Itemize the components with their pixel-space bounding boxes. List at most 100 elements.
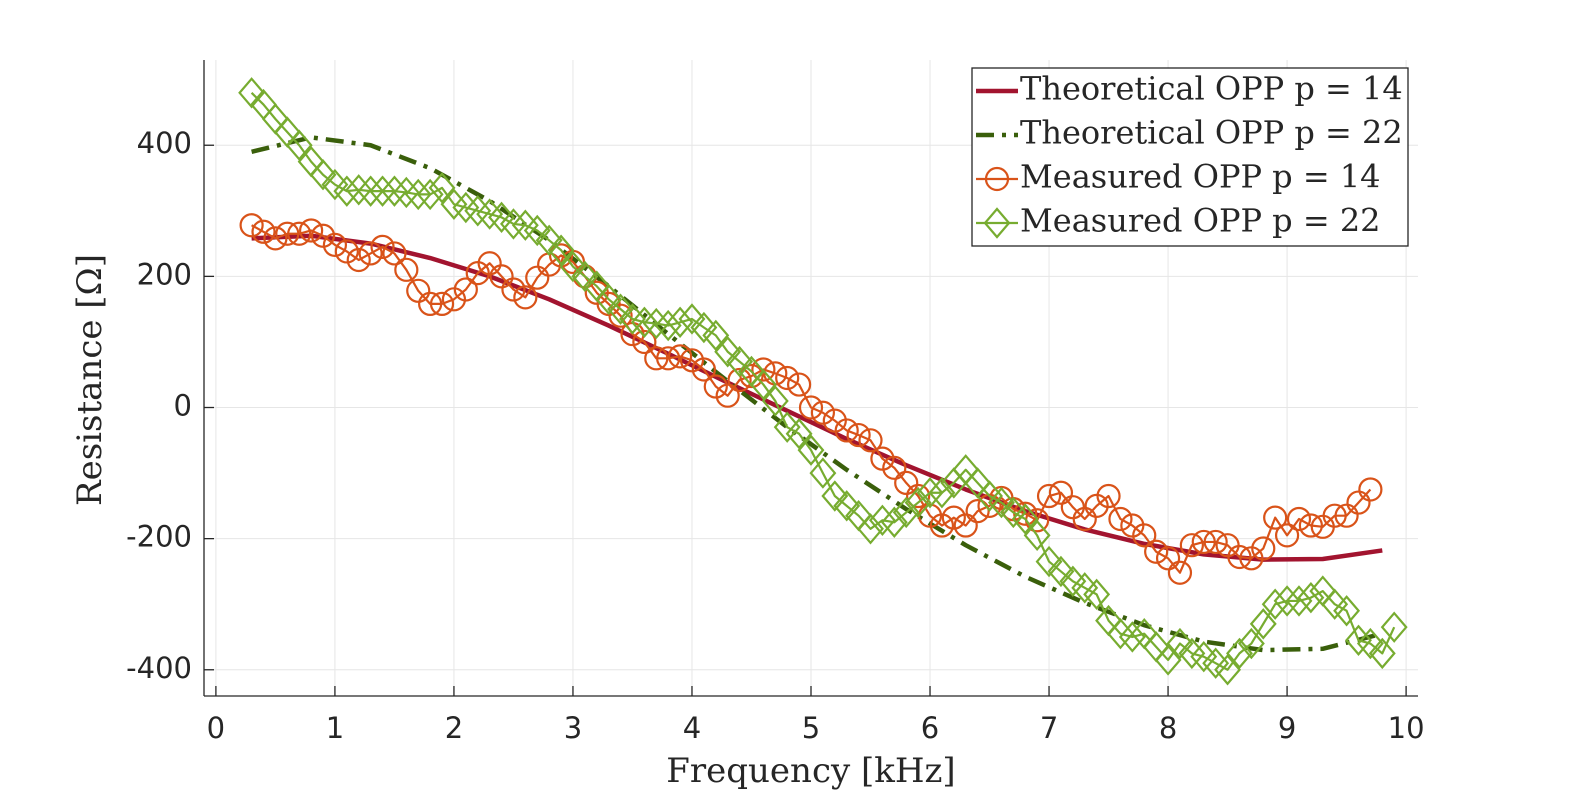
marker bbox=[608, 303, 633, 328]
x-tick-label: 10 bbox=[1388, 711, 1425, 745]
marker bbox=[1023, 519, 1051, 552]
x-tick-label: 0 bbox=[207, 711, 225, 745]
marker bbox=[1118, 621, 1146, 653]
marker bbox=[1273, 585, 1301, 617]
marker bbox=[1251, 536, 1276, 561]
marker bbox=[1285, 585, 1313, 617]
marker bbox=[1059, 565, 1087, 597]
marker bbox=[334, 239, 359, 264]
marker bbox=[523, 214, 551, 247]
marker bbox=[370, 234, 395, 259]
marker bbox=[418, 291, 443, 317]
marker bbox=[786, 372, 812, 397]
marker bbox=[1226, 637, 1253, 670]
marker bbox=[1047, 555, 1075, 588]
marker bbox=[1048, 480, 1074, 505]
marker bbox=[595, 283, 623, 316]
marker bbox=[1071, 572, 1099, 604]
legend-box bbox=[971, 67, 1409, 247]
marker bbox=[535, 224, 563, 256]
marker bbox=[1214, 654, 1242, 686]
marker bbox=[868, 504, 896, 536]
series-line bbox=[250, 92, 1396, 671]
marker bbox=[751, 357, 776, 382]
y-tick-label: 200 bbox=[137, 257, 192, 291]
marker bbox=[1249, 608, 1277, 640]
marker bbox=[984, 166, 1010, 192]
marker bbox=[691, 357, 716, 382]
y-axis-label: Resistance [Ω] bbox=[70, 254, 110, 506]
marker bbox=[1203, 529, 1228, 555]
marker bbox=[846, 422, 871, 448]
marker bbox=[416, 178, 444, 211]
marker bbox=[453, 277, 478, 302]
marker bbox=[785, 418, 813, 450]
y-tick-label: -400 bbox=[126, 651, 192, 685]
marker bbox=[858, 428, 883, 453]
x-tick-label: 9 bbox=[1278, 711, 1296, 745]
y-tick-label: -200 bbox=[126, 520, 192, 554]
marker bbox=[1167, 560, 1193, 585]
marker bbox=[488, 201, 515, 234]
marker bbox=[547, 234, 575, 266]
marker bbox=[382, 241, 407, 266]
marker bbox=[797, 434, 825, 466]
marker bbox=[1380, 611, 1408, 643]
marker bbox=[821, 480, 849, 512]
marker bbox=[1083, 578, 1111, 611]
marker bbox=[1321, 588, 1349, 620]
marker bbox=[1298, 513, 1323, 538]
marker bbox=[833, 490, 861, 522]
marker bbox=[392, 176, 420, 209]
marker bbox=[1144, 539, 1169, 564]
x-tick-label: 5 bbox=[802, 711, 820, 745]
marker bbox=[1011, 503, 1039, 535]
marker bbox=[346, 247, 371, 273]
marker bbox=[1179, 533, 1204, 558]
marker bbox=[1356, 627, 1384, 660]
marker bbox=[1191, 529, 1216, 555]
marker bbox=[928, 477, 956, 509]
marker bbox=[1154, 644, 1182, 676]
marker bbox=[953, 513, 978, 538]
marker bbox=[358, 241, 383, 266]
marker bbox=[322, 232, 348, 257]
x-tick-label: 4 bbox=[683, 711, 701, 745]
marker bbox=[810, 400, 836, 425]
marker bbox=[1108, 506, 1133, 532]
marker bbox=[1166, 627, 1194, 660]
marker bbox=[1202, 647, 1230, 679]
marker bbox=[656, 346, 681, 371]
marker bbox=[285, 129, 313, 161]
marker bbox=[987, 486, 1015, 519]
marker bbox=[1035, 545, 1063, 578]
marker bbox=[880, 506, 908, 538]
series-line bbox=[251, 233, 1383, 562]
marker bbox=[238, 77, 266, 109]
marker bbox=[1263, 505, 1288, 530]
marker bbox=[1358, 477, 1383, 502]
marker bbox=[630, 306, 658, 338]
legend-label: Theoretical OPP p = 14 bbox=[1020, 70, 1403, 108]
marker bbox=[666, 306, 694, 338]
marker bbox=[333, 175, 361, 207]
marker bbox=[345, 174, 373, 206]
marker bbox=[775, 365, 800, 391]
marker bbox=[428, 172, 456, 204]
marker bbox=[892, 496, 920, 529]
marker bbox=[287, 221, 312, 246]
legend-label: Theoretical OPP p = 22 bbox=[1020, 114, 1403, 152]
y-tick-label: 400 bbox=[137, 126, 192, 160]
marker bbox=[1286, 506, 1312, 532]
marker bbox=[299, 218, 324, 243]
marker bbox=[1036, 483, 1062, 509]
marker bbox=[275, 221, 300, 246]
marker bbox=[965, 499, 990, 524]
y-tick-label: 0 bbox=[174, 389, 192, 423]
marker bbox=[1190, 640, 1218, 673]
marker bbox=[1261, 588, 1289, 620]
marker bbox=[1132, 523, 1157, 548]
series-line bbox=[251, 135, 1383, 653]
marker bbox=[702, 319, 730, 352]
